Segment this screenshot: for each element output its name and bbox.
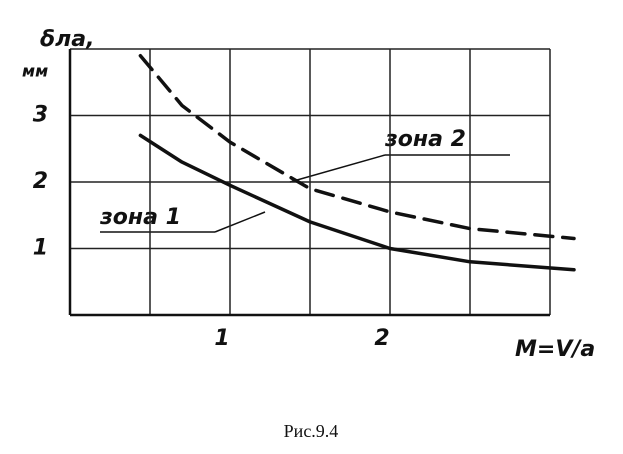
- y-axis-unit: мм: [22, 62, 48, 81]
- y-tick-label: 2: [33, 169, 48, 194]
- x-tick-label: 2: [374, 326, 389, 351]
- y-axis-label: δла,: [40, 27, 94, 52]
- leader-line: [289, 154, 386, 183]
- data-line: [138, 133, 576, 272]
- series-label: зона 1: [99, 205, 181, 230]
- series-label: зона 2: [384, 127, 466, 152]
- caption: Рис.9.4: [284, 421, 339, 441]
- y-tick-label: 1: [33, 236, 48, 261]
- data-line: [138, 53, 576, 241]
- x-axis-label: M=V/a: [515, 337, 595, 362]
- y-tick-label: 3: [33, 103, 48, 128]
- x-tick-label: 1: [214, 326, 229, 351]
- leader-line: [214, 211, 266, 233]
